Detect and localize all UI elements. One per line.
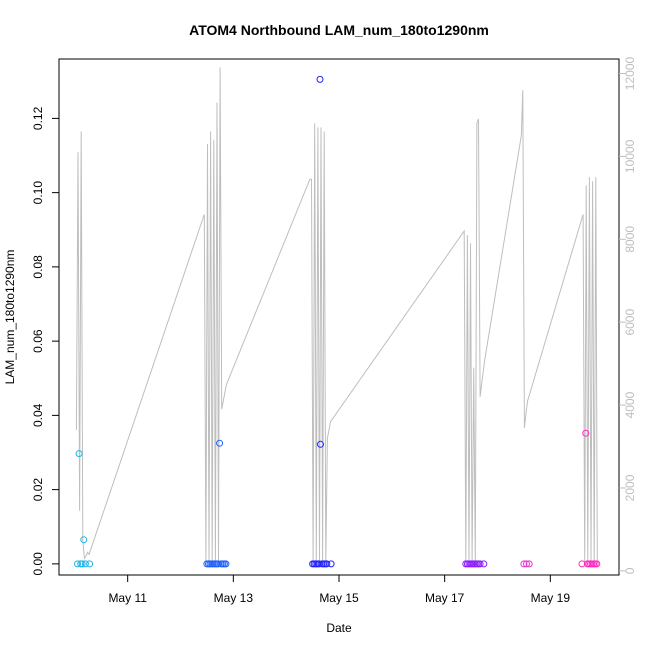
data-point — [86, 560, 94, 568]
data-point — [578, 560, 586, 568]
data-point — [323, 560, 331, 568]
x-axis-label: Date — [326, 621, 352, 635]
data-point — [78, 560, 86, 568]
data-point — [520, 560, 528, 568]
y-tick-label: 0.12 — [31, 106, 45, 130]
y-tick-label: 0.10 — [31, 181, 45, 205]
data-point — [317, 440, 324, 448]
y-tick-label: 0.06 — [31, 329, 45, 353]
data-point — [593, 560, 601, 568]
y-tick-label: 0.00 — [31, 552, 45, 576]
data-point — [476, 560, 484, 568]
data-point — [74, 560, 81, 568]
x-axis: May 11 May 13 May 15 May 17 May 19 — [108, 575, 570, 605]
data-point — [80, 536, 88, 544]
data-point — [582, 429, 590, 437]
data-point — [327, 560, 335, 568]
y2-tick-label: 12000 — [623, 56, 637, 90]
x-tick-label: May 13 — [214, 591, 254, 605]
y2-axis: 0 2000 4000 6000 8000 10000 12000 — [619, 56, 637, 574]
y2-tick-label: 4000 — [623, 391, 637, 418]
y-tick-label: 0.04 — [31, 403, 45, 427]
y2-tick-label: 10000 — [623, 139, 637, 173]
points-layer — [74, 75, 601, 568]
y-tick-label: 0.08 — [31, 255, 45, 279]
data-point — [75, 450, 83, 458]
secondary-series-line — [75, 67, 598, 565]
data-point — [525, 560, 533, 568]
y-axis: 0.00 0.02 0.04 0.06 0.08 0.10 0.12 — [31, 106, 59, 576]
x-tick-label: May 15 — [319, 591, 359, 605]
x-tick-label: May 19 — [531, 591, 571, 605]
secondary-line-layer — [75, 67, 598, 565]
y2-tick-label: 2000 — [623, 474, 637, 501]
x-tick-label: May 11 — [108, 591, 147, 605]
y2-tick-label: 0 — [623, 567, 637, 574]
data-point — [222, 560, 230, 568]
y-axis-label: LAM_num_180to1290nm — [3, 250, 17, 385]
y-tick-label: 0.02 — [31, 478, 45, 502]
y2-tick-label: 6000 — [623, 309, 637, 336]
x-tick-label: May 17 — [425, 591, 465, 605]
y2-tick-label: 8000 — [623, 226, 637, 253]
data-point — [316, 75, 324, 83]
data-point — [480, 560, 488, 568]
data-point — [216, 439, 224, 447]
data-point — [523, 560, 530, 568]
data-point — [81, 560, 89, 568]
chart-title: ATOM4 Northbound LAM_num_180to1290nm — [189, 22, 489, 38]
